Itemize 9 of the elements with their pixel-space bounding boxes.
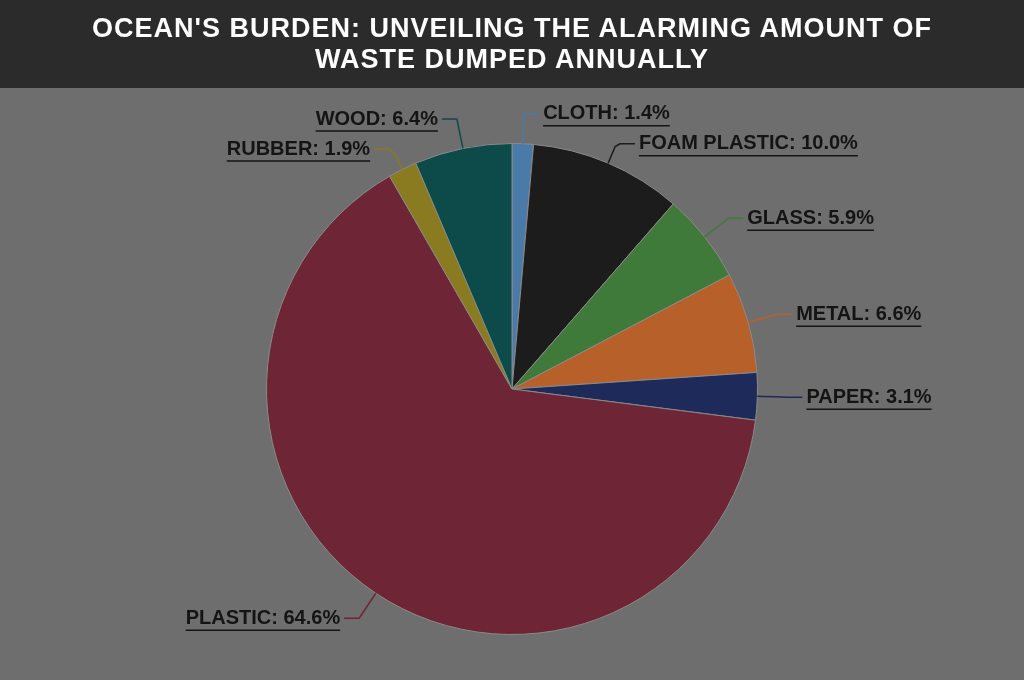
slice-label: PLASTIC: 64.6% xyxy=(185,605,341,628)
slice-label: GLASS: 5.9% xyxy=(747,205,875,228)
slice-label: WOOD: 6.4% xyxy=(315,106,439,129)
chart-title: OCEAN'S BURDEN: UNVEILING THE ALARMING AMOUNT OF WASTE DUMPED ANNUALLY xyxy=(0,0,1024,88)
legend-label: FOAM PLASTIC: 10.0% xyxy=(638,131,859,154)
slice-label: METAL: 6.6% xyxy=(796,301,922,324)
slice-label: CLOTH: 1.4% xyxy=(543,101,671,124)
slice-label: RUBBER: 1.9% xyxy=(226,136,371,159)
slice-label: PAPER: 3.1% xyxy=(806,384,932,407)
